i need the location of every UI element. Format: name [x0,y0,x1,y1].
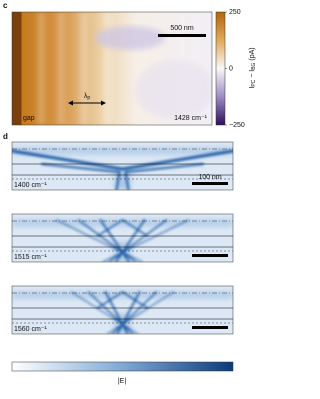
panel-frame [11,213,234,263]
figure: c 500 nm gap 1428 cm⁻¹ λp 250 0 −250 IPC −… [3,1,257,385]
colorbar [215,11,226,126]
field-panel: 1400 cm⁻¹ 100 nm [11,141,234,191]
frequency-label: 1515 cm⁻¹ [14,254,48,261]
frequency-label: 1560 cm⁻¹ [14,326,48,333]
scale-bar-label: 500 nm [170,25,194,32]
colorbar-tick-label: −250 [229,122,245,129]
page: {"panel_c": {"label": "c", "gap_text": "… [3,1,258,385]
field-panel: 1560 cm⁻¹ [11,285,234,335]
field-colorbar [11,361,234,372]
field-panel: 1515 cm⁻¹ [11,213,234,263]
scale-bar [192,182,228,185]
scale-bar [192,326,228,329]
panel-frame [11,141,234,191]
colorbar-label: IPC − IBG (pA) [249,47,257,88]
frequency-label: 1400 cm⁻¹ [14,182,48,189]
panel-label: c [3,1,8,10]
colorbar-tick-label: 0 [229,65,233,72]
wavelength-label: λp [84,93,91,101]
scale-bar [192,254,228,257]
heatmap [12,12,212,125]
gap-label: gap [23,115,35,122]
colorbar-tick-label: 250 [229,9,241,16]
scale-bar [158,34,206,37]
panel-label: d [3,132,8,141]
panel-frame [11,285,234,335]
frequency-label: 1428 cm⁻¹ [174,115,208,122]
scale-bar-label: 100 nm [198,174,222,181]
wavelength-arrow [68,100,106,106]
field-colorbar-label: |E| [118,378,126,385]
